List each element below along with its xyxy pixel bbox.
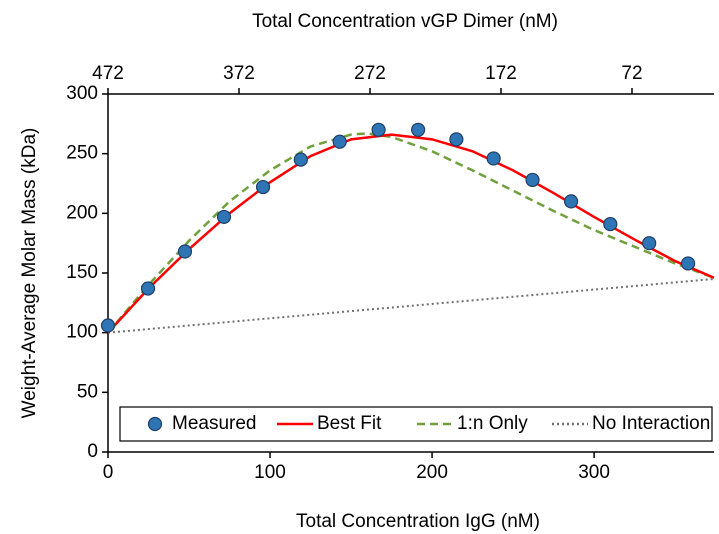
legend-box (119, 406, 713, 442)
legend-label: No Interaction (592, 413, 710, 434)
series-line (107, 277, 715, 334)
x-tick-label: 300 (578, 462, 610, 483)
legend-label: Measured (172, 413, 257, 434)
data-point (449, 132, 464, 147)
legend-marker (147, 416, 163, 432)
data-point (411, 122, 426, 137)
x2-tick-label: 372 (223, 63, 255, 84)
series-line (107, 132, 715, 334)
x2-axis-title: Total Concentration vGP Dimer (nM) (252, 11, 558, 32)
x-tick-label: 0 (103, 462, 114, 483)
data-point (332, 134, 347, 149)
data-point (140, 281, 156, 296)
data-point (642, 236, 657, 251)
data-point (177, 244, 193, 259)
x2-tick-label: 172 (485, 63, 517, 84)
data-point (680, 256, 696, 271)
y-tick-label: 300 (66, 83, 98, 104)
x-axis-title: Total Concentration IgG (nM) (296, 511, 540, 532)
legend-label: 1:n Only (457, 413, 528, 434)
y-tick-label: 0 (87, 441, 98, 462)
data-point (100, 318, 116, 333)
x2-tick-label: 72 (621, 63, 642, 84)
y-tick-label: 100 (66, 322, 98, 343)
x-tick-label: 100 (254, 462, 286, 483)
data-point (563, 194, 579, 209)
y-tick-label: 150 (66, 262, 98, 283)
legend-label: Best Fit (317, 413, 382, 434)
data-point (603, 216, 618, 232)
y-tick-label: 250 (66, 143, 98, 164)
y-tick-label: 50 (77, 381, 98, 402)
x2-tick-label: 272 (354, 63, 386, 84)
series-line (107, 133, 715, 334)
y-tick-label: 200 (66, 202, 98, 223)
data-point (371, 122, 386, 137)
x-tick-label: 200 (416, 462, 448, 483)
data-point (216, 209, 232, 225)
y-axis-title: Weight-Average Molar Mass (kDa) (19, 128, 40, 419)
x2-tick-label: 472 (92, 63, 124, 84)
data-point (486, 151, 501, 166)
data-point (293, 152, 308, 167)
data-point (525, 172, 540, 188)
data-point (255, 179, 271, 195)
